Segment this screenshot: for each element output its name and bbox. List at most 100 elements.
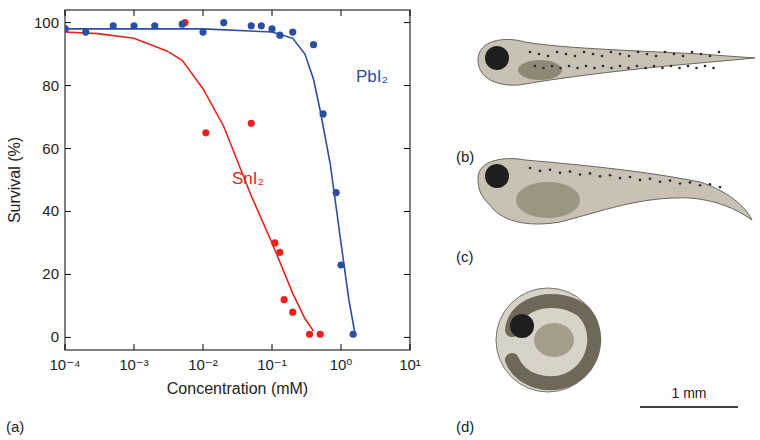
pigment — [659, 180, 662, 183]
pigment — [609, 174, 612, 177]
fish-body — [478, 159, 752, 224]
y-tick — [65, 148, 71, 149]
y-tick-label: 20 — [42, 265, 59, 282]
pigment — [568, 65, 571, 68]
x-tick — [134, 344, 135, 350]
data-point — [333, 189, 340, 196]
pigment — [629, 176, 632, 179]
series-label: PbI₂ — [356, 67, 388, 86]
pigment — [542, 67, 545, 70]
x-tick — [410, 10, 411, 16]
y-axis-title: Survival (%) — [6, 137, 23, 223]
data-point — [248, 22, 255, 29]
pigment — [637, 51, 640, 54]
panel-label: (b) — [456, 148, 474, 165]
data-point — [151, 22, 158, 29]
data-point — [350, 331, 357, 338]
pigment — [556, 51, 559, 54]
x-tick — [134, 10, 135, 16]
panel-label: (a) — [6, 418, 24, 435]
fish-c — [478, 159, 752, 224]
data-point — [276, 249, 283, 256]
data-point — [268, 25, 275, 32]
y-tick-label: 80 — [42, 77, 59, 94]
pigment — [712, 67, 715, 70]
pigment — [691, 51, 694, 54]
scale-bar — [640, 406, 738, 408]
series-label: SnI₂ — [232, 169, 264, 188]
pigment — [599, 175, 602, 178]
pigment — [547, 55, 550, 58]
y-tick-label: 0 — [51, 328, 59, 345]
y-tick — [404, 22, 410, 23]
y-tick — [65, 22, 71, 23]
pigment — [559, 171, 562, 174]
y-tick — [65, 337, 71, 338]
pigment — [655, 55, 658, 58]
pigment — [569, 170, 572, 173]
pigment — [576, 67, 579, 70]
fish-body — [478, 39, 755, 85]
figure: 10⁻⁴10⁻³10⁻²10⁻¹10⁰10¹020406080100Concen… — [0, 0, 760, 440]
data-point — [202, 129, 209, 136]
pigment — [593, 67, 596, 70]
pigment — [719, 186, 722, 189]
pigment — [700, 53, 703, 56]
pigment — [678, 67, 681, 70]
x-tick — [341, 10, 342, 16]
data-point — [65, 25, 69, 32]
pigment — [628, 55, 631, 58]
x-tick — [272, 10, 273, 16]
pigment — [639, 179, 642, 182]
embryo-body — [512, 301, 594, 383]
plot-frame — [65, 10, 410, 350]
plot-data — [65, 19, 357, 338]
y-tick — [65, 85, 71, 86]
x-tick — [65, 344, 66, 350]
data-point — [289, 309, 296, 316]
x-tick — [65, 10, 66, 16]
x-axis-title: Concentration (mM) — [167, 380, 308, 397]
pigment — [549, 169, 552, 172]
data-point — [248, 120, 255, 127]
pigment — [636, 65, 639, 68]
data-point — [110, 22, 117, 29]
pigment — [534, 65, 537, 68]
pigment — [538, 53, 541, 56]
y-tick-label: 100 — [34, 14, 59, 31]
y-tick — [404, 337, 410, 338]
pigment — [649, 178, 652, 181]
data-point — [130, 22, 137, 29]
pigment — [670, 65, 673, 68]
pigment — [551, 65, 554, 68]
pigment — [602, 65, 605, 68]
fish-eye — [510, 314, 534, 338]
pigment — [682, 55, 685, 58]
pigment — [646, 53, 649, 56]
pigment — [679, 182, 682, 185]
pigment — [539, 170, 542, 173]
data-point — [306, 331, 313, 338]
data-point — [281, 296, 288, 303]
x-tick-label: 10⁻⁴ — [49, 356, 80, 373]
pigment — [689, 181, 692, 184]
pigment — [653, 65, 656, 68]
pigment — [619, 53, 622, 56]
y-tick-label: 60 — [42, 140, 59, 157]
data-point — [319, 110, 326, 117]
pigment — [589, 172, 592, 175]
pigment — [644, 67, 647, 70]
x-tick — [341, 344, 342, 350]
pigment — [601, 55, 604, 58]
scale-bar-label: 1 mm — [672, 385, 707, 401]
pigment — [574, 55, 577, 58]
data-point — [258, 22, 265, 29]
y-tick — [404, 274, 410, 275]
pigment — [610, 51, 613, 54]
y-tick — [404, 85, 410, 86]
pigment — [718, 51, 721, 54]
x-tick — [272, 344, 273, 350]
pigment — [619, 177, 622, 180]
y-tick — [65, 274, 71, 275]
data-point — [310, 41, 317, 48]
